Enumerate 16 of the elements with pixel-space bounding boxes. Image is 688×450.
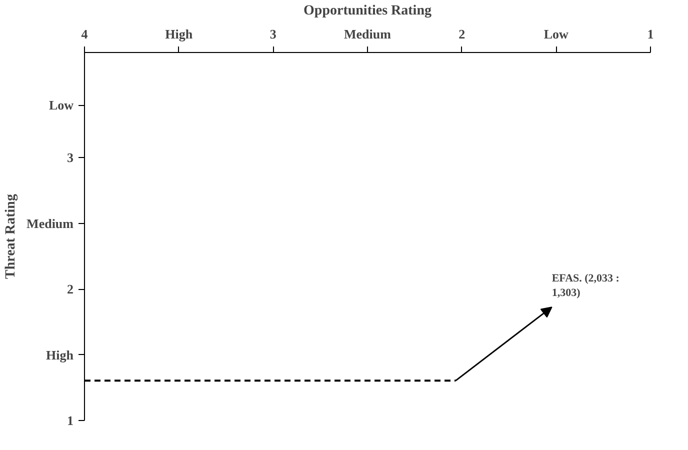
y-tick-label: 2 [67,282,74,297]
y-axis-title: Threat Rating [4,194,19,279]
x-tick-label: 1 [647,26,654,42]
y-tick-label: 3 [67,150,74,166]
x-tick-label: Medium [344,26,392,42]
y-tick-label: High [46,347,74,362]
x-tick-label: 2 [458,26,466,42]
x-tick-label: High [165,26,194,42]
x-axis-title: Opportunities Rating [304,4,432,18]
y-tick-label: Medium [26,216,74,231]
y-tick-label: Low [48,98,74,113]
annotation: EFAS. (2,033 : 1,303) [552,272,620,300]
x-tick-label: 3 [270,26,277,42]
x-tick-label: Low [544,26,570,42]
y-tick-label: 1 [67,413,74,428]
x-tick-label: 4 [81,26,88,42]
